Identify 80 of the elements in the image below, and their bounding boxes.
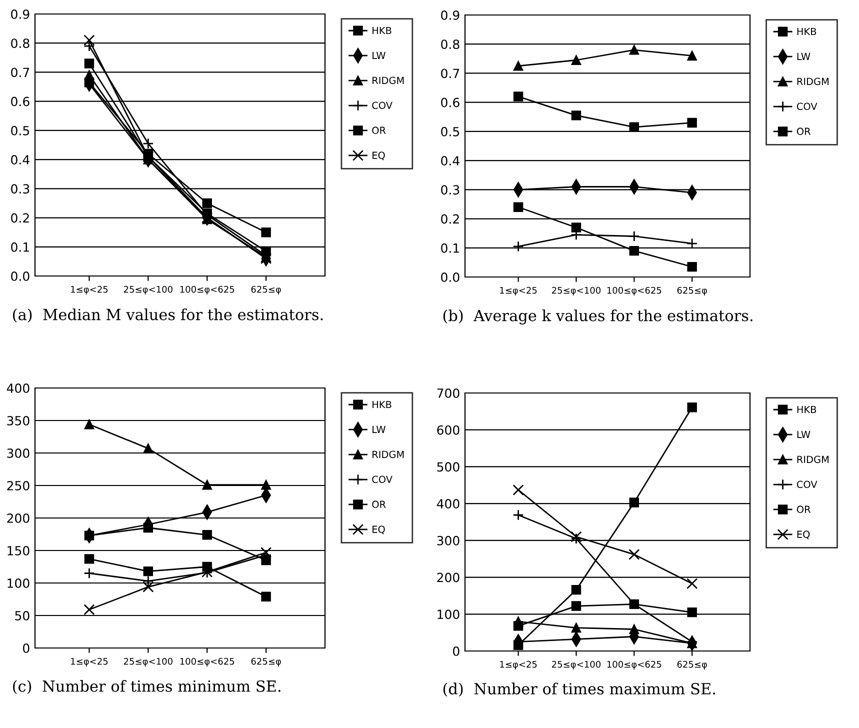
y-tick-label: 700 [437,388,460,398]
legend-label: OR [372,126,386,134]
y-tick-label: 200 [437,572,460,582]
y-tick-label: 0.8 [11,38,30,48]
legend-label: EQ [797,530,810,540]
x-tick-label: 625≤φ [251,286,281,294]
x-tick-label: 100≤φ<625 [607,660,662,670]
y-tick-label: 100 [438,610,460,620]
y-tick-label: 0.0 [11,271,30,281]
legend-label: COV [796,102,818,110]
x-tick-label: 1≤φ<25 [71,658,108,666]
x-tick-label: 100≤φ<625 [180,286,234,294]
legend-label: LW [372,52,386,59]
y-tick-label: 400 [6,383,30,393]
legend-label: HKB [372,26,392,34]
y-tick-label: 0 [453,646,460,656]
legend-label: RIDGM [797,78,828,86]
legend-label: LW [797,52,810,60]
y-tick-label: 0.5 [441,126,460,136]
text: (d) Number of times maximum SE. [443,682,716,697]
y-tick-label: 500 [437,462,460,472]
y-tick-label: 400 [436,499,460,508]
legend-label: HKB [797,406,816,414]
legend-label: HKB [797,28,816,36]
y-tick-label: 600 [437,425,460,435]
text: (c) Number of times minimum SE. [13,680,280,694]
x-tick-label: 1≤φ<25 [71,286,108,294]
y-tick-label: 200 [7,513,30,523]
y-tick-label: 0 [23,643,30,653]
y-tick-label: 0.0 [441,272,460,282]
legend-label: EQ [372,526,385,534]
x-tick-label: 625≤φ [677,660,707,670]
x-tick-label: 625≤φ [677,286,707,296]
y-tick-label: 0.2 [11,213,29,223]
x-tick-label: 25≤φ<100 [552,660,601,670]
y-tick-label: 0.1 [441,243,459,253]
y-tick-label: 0.4 [11,155,30,164]
y-tick-label: 0.5 [11,126,30,136]
y-tick-label: 250 [7,480,30,490]
text: (a) Median M values for the estimators. [13,308,323,322]
y-tick-label: 0.9 [441,10,460,20]
y-tick-label: 0.3 [11,184,30,194]
legend-label: OR [796,128,811,136]
y-tick-label: 100 [8,578,30,588]
legend-label: COV [796,480,818,488]
legend-label: EQ [372,152,385,160]
legend-label: LW [372,426,386,433]
x-tick-label: 25≤φ<100 [124,658,172,666]
y-tick-label: 50 [15,610,30,620]
x-tick-label: 1≤φ<25 [500,660,537,670]
y-tick-label: 0.8 [441,40,460,50]
legend-label: RIDGM [372,76,404,84]
x-tick-label: 25≤φ<100 [552,286,601,296]
y-tick-label: 0.2 [441,214,459,224]
legend-label: LW [797,430,810,438]
y-tick-label: 300 [437,536,460,546]
text: (b) Average k values for the estimators. [443,309,752,324]
legend-label: COV [372,102,392,110]
y-tick-label: 0.6 [11,96,30,106]
y-tick-label: 350 [7,416,30,426]
legend-label: OR [796,506,811,514]
y-tick-label: 0.7 [11,68,30,78]
y-tick-label: 0.7 [441,68,460,78]
y-tick-label: 0.3 [441,185,460,195]
x-tick-label: 25≤φ<100 [124,286,172,294]
x-tick-label: 100≤φ<625 [607,286,662,296]
y-tick-label: 0.9 [11,9,30,19]
y-tick-label: 0.4 [441,156,460,166]
x-tick-label: 1≤φ<25 [500,286,537,296]
x-tick-label: 100≤φ<625 [180,658,234,666]
y-tick-label: 0.1 [11,242,29,252]
legend-label: COV [372,476,392,484]
legend-label: HKB [372,400,392,408]
y-tick-label: 150 [8,546,30,556]
legend-label: RIDGM [797,456,828,464]
legend-label: OR [372,500,386,508]
y-tick-label: 0.6 [441,98,460,108]
y-tick-label: 300 [7,448,30,458]
x-tick-label: 625≤φ [251,658,281,666]
legend-label: RIDGM [372,450,404,458]
